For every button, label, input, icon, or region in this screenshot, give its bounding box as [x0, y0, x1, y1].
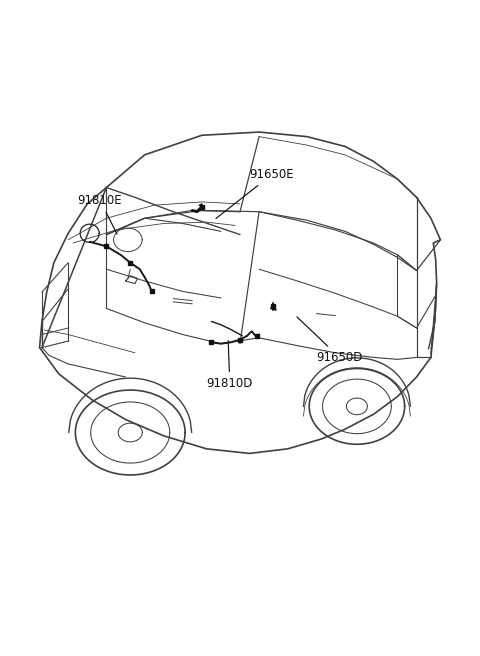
Text: 91650D: 91650D: [297, 317, 363, 364]
Text: 91810D: 91810D: [206, 340, 253, 390]
Text: 91810E: 91810E: [78, 194, 122, 234]
Text: 91650E: 91650E: [216, 168, 294, 218]
